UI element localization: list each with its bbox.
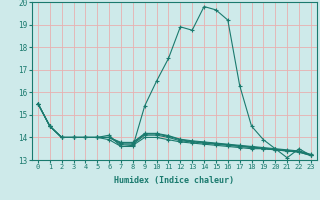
X-axis label: Humidex (Indice chaleur): Humidex (Indice chaleur) — [115, 176, 234, 185]
